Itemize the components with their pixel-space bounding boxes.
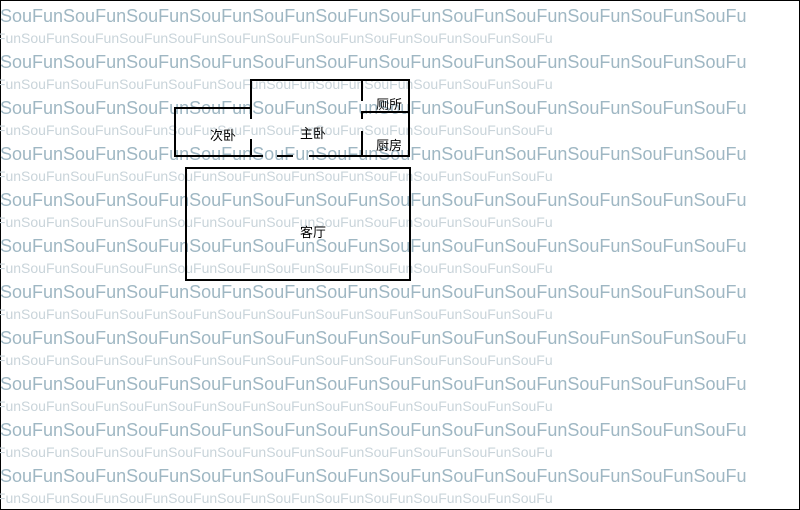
room-label-secondary-bedroom: 次卧 bbox=[210, 125, 236, 144]
room-label-living-room: 客厅 bbox=[300, 222, 326, 241]
floorplan-svg bbox=[0, 0, 800, 510]
floorplan-walls bbox=[175, 80, 410, 280]
room-label-kitchen: 厨房 bbox=[376, 135, 402, 154]
room-label-master-bedroom: 主卧 bbox=[300, 123, 326, 142]
room-label-toilet: 厕所 bbox=[376, 94, 402, 113]
